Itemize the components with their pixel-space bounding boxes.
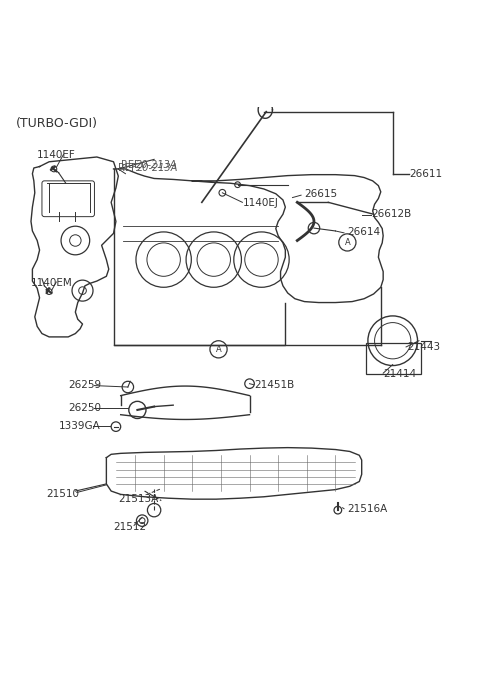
Bar [366,343,421,374]
Text: 26611: 26611 [409,169,443,179]
Text: REF.: REF. [120,160,141,170]
Text: 20-213A: 20-213A [137,163,179,173]
Text: 21513A: 21513A [118,494,158,504]
Text: 21512: 21512 [114,522,147,532]
Text: 26259: 26259 [68,379,101,390]
Text: 26612B: 26612B [371,209,411,219]
Text: 21451B: 21451B [254,379,295,390]
Text: 20-213A: 20-213A [136,160,177,170]
Text: 1140EF: 1140EF [37,150,76,160]
Text: 21516A: 21516A [348,504,388,514]
Text: 26250: 26250 [68,403,101,413]
Text: 21443: 21443 [407,342,440,352]
Text: 21510: 21510 [47,489,80,500]
Text: 26615: 26615 [304,189,337,199]
Text: 21414: 21414 [383,369,416,379]
Text: (TURBO-GDI): (TURBO-GDI) [16,117,98,130]
Text: A: A [216,345,221,354]
Text: A: A [345,238,350,247]
Text: 1140EJ: 1140EJ [242,198,278,208]
Text: 1140EM: 1140EM [31,278,73,288]
Text: 1339GA: 1339GA [59,421,100,430]
Text: REF.: REF. [118,163,138,173]
Text: 26614: 26614 [348,227,381,237]
